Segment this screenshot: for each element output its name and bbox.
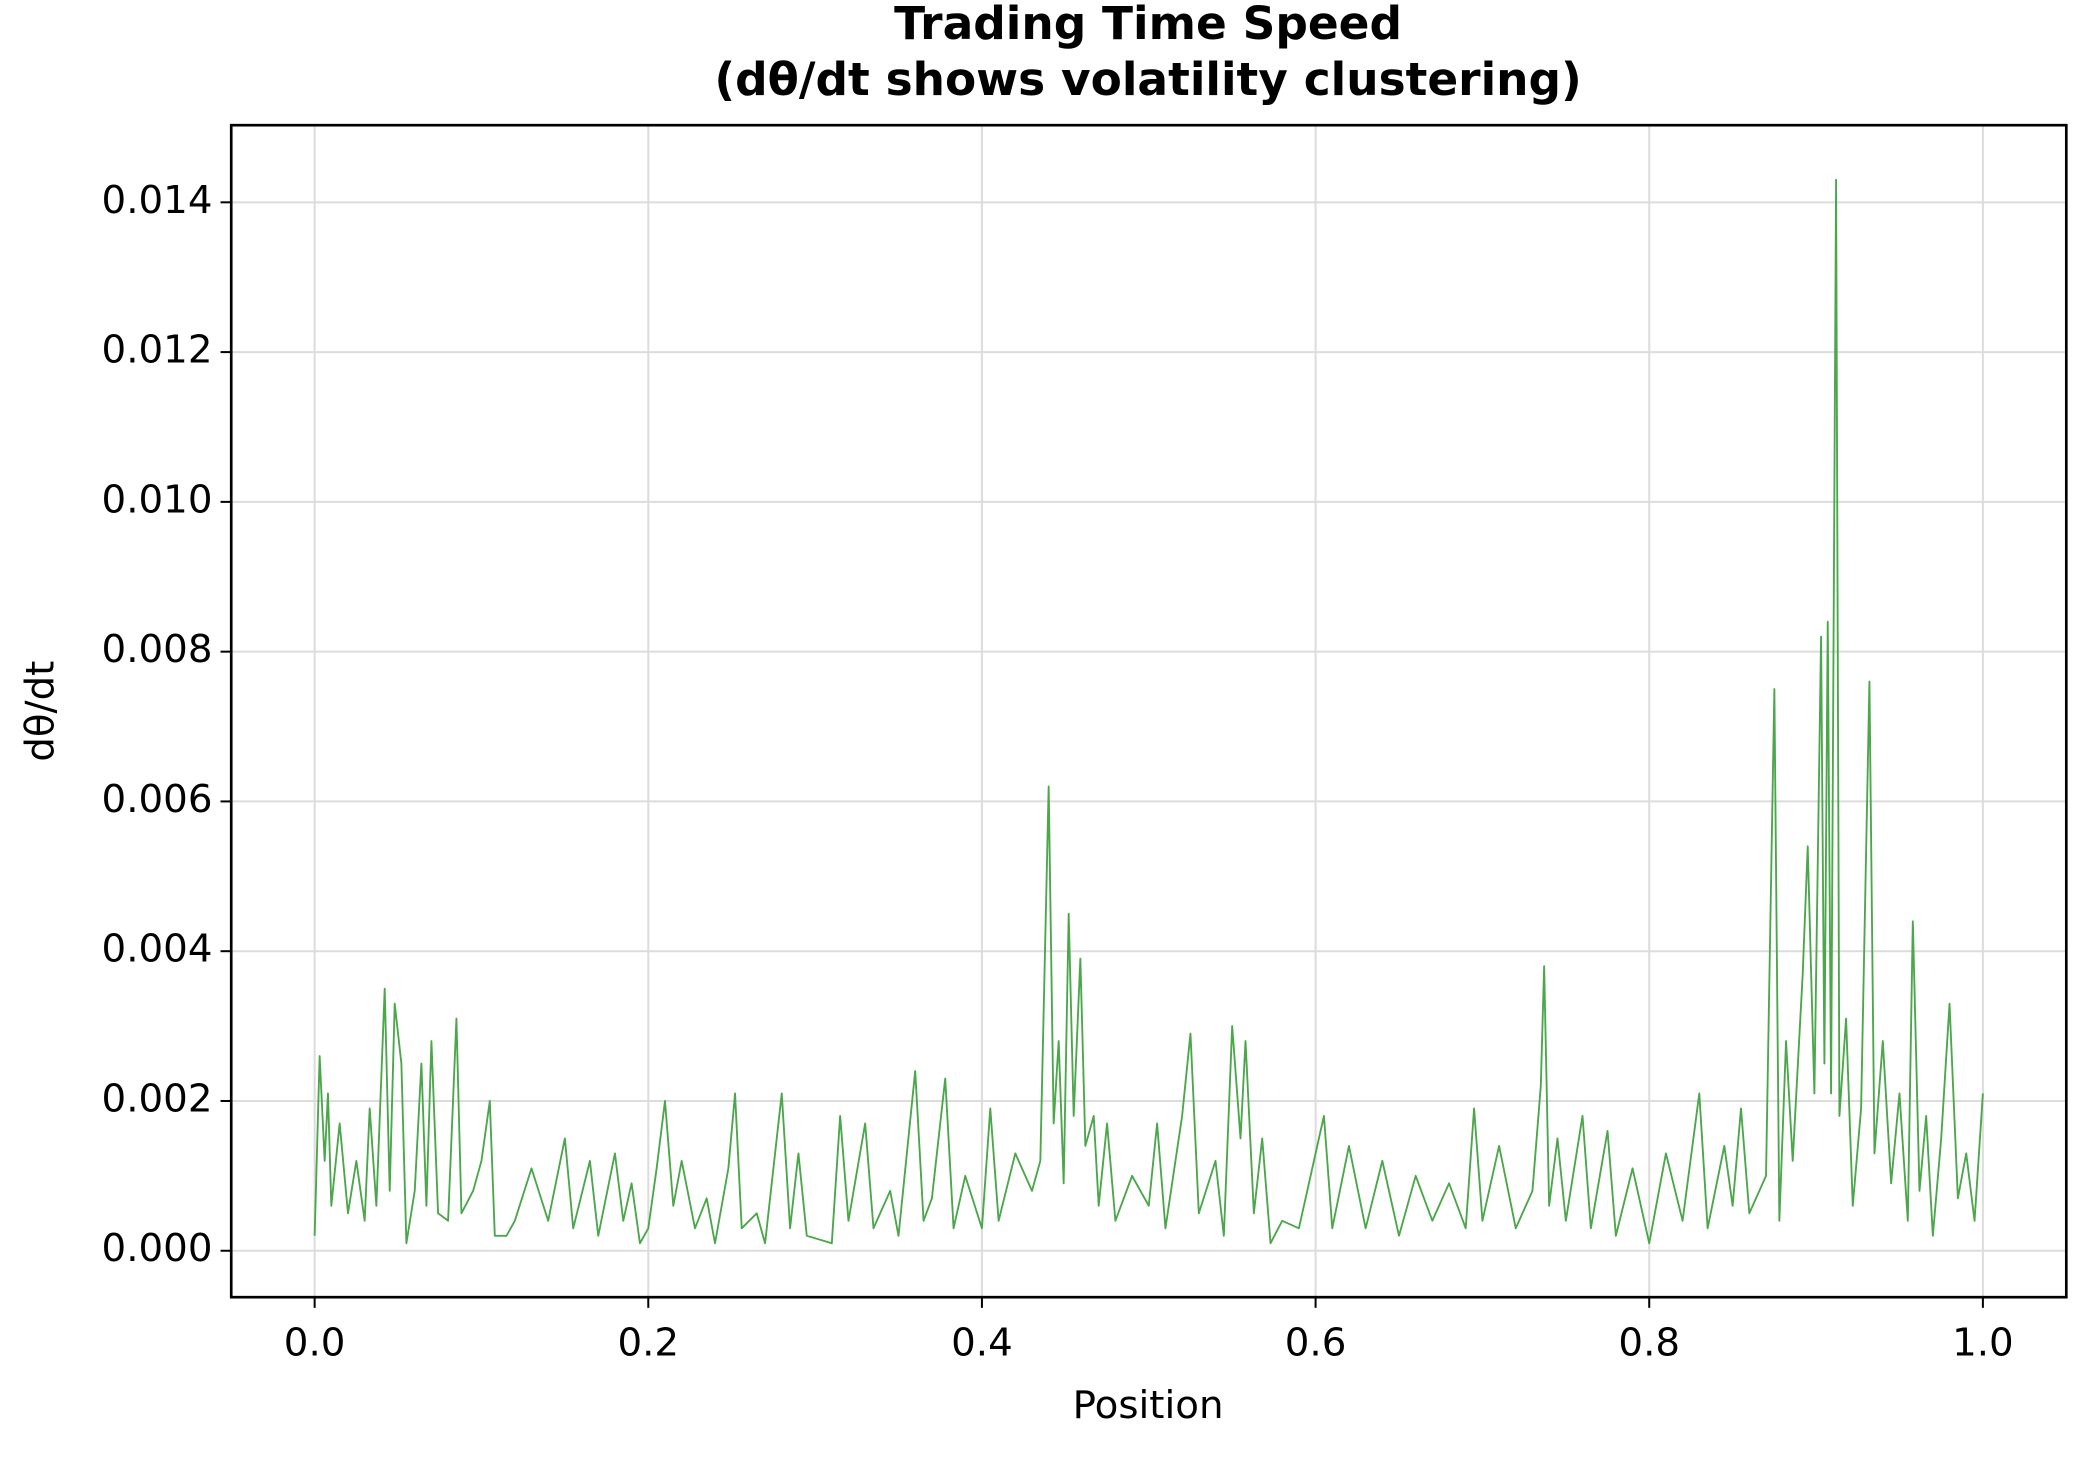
chart-subtitle: (dθ/dt shows volatility clustering): [714, 53, 1581, 106]
y-tick-label: 0.014: [102, 178, 213, 223]
x-tick-label: 0.8: [1618, 1321, 1680, 1366]
y-tick-label: 0.010: [102, 477, 213, 522]
x-tick-label: 0.0: [284, 1321, 346, 1366]
data-line: [313, 178, 1984, 1245]
y-tick-label: 0.006: [102, 777, 213, 822]
chart-title: Trading Time Speed: [894, 0, 1402, 50]
y-tick-label: 0.012: [102, 328, 213, 373]
y-tick-label: 0.008: [102, 627, 213, 672]
x-tick-label: 0.2: [617, 1321, 679, 1366]
x-axis-label: Position: [1073, 1383, 1224, 1428]
y-tick-label: 0.002: [102, 1077, 213, 1122]
y-tick-label: 0.004: [102, 927, 213, 972]
x-tick-label: 0.4: [951, 1321, 1013, 1366]
x-tick-label: 0.6: [1285, 1321, 1347, 1366]
x-tick-label: 1.0: [1952, 1321, 2014, 1366]
y-tick-label: 0.000: [102, 1226, 213, 1271]
plot-frame: [229, 123, 2068, 1299]
y-axis-label: dθ/dt: [18, 661, 63, 762]
